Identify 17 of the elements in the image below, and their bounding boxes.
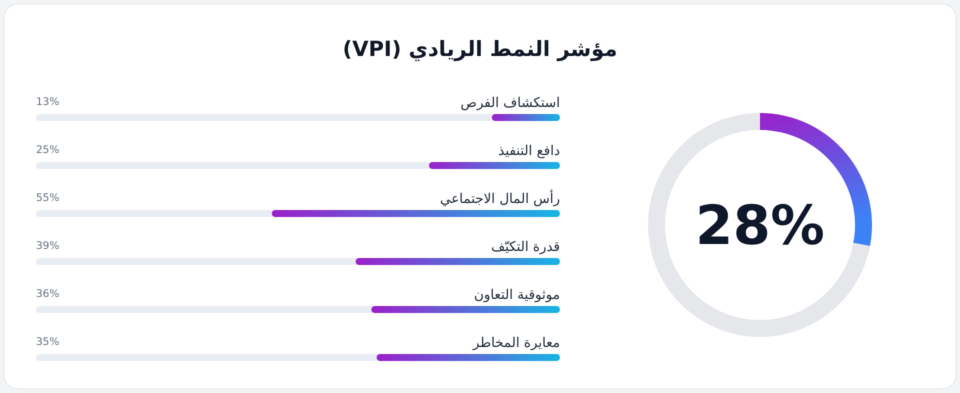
y-tick-label: معايرة المخاطر [472,335,560,351]
y-tick-label: رأس المال الاجتماعي [440,189,560,207]
bar [429,162,560,169]
data-label: 36% [36,288,60,300]
y-tick-label: استكشاف الفرص [460,95,560,111]
y-tick-label: موثوقية التعاون [474,287,560,303]
data-label: 39% [36,240,60,252]
data-label: 13% [36,96,60,108]
data-label: 35% [36,336,60,348]
y-tick-label: دافع التنفيذ [498,143,560,159]
data-label: 55% [36,192,60,204]
chart-title: مؤشر النمط الريادي (VPI) [342,37,618,62]
donut-slice [648,113,870,337]
text: 28% [695,194,825,257]
bar [492,114,560,121]
y-tick-label: قدرة التكيّف [491,239,560,255]
data-label: 25% [36,144,60,156]
